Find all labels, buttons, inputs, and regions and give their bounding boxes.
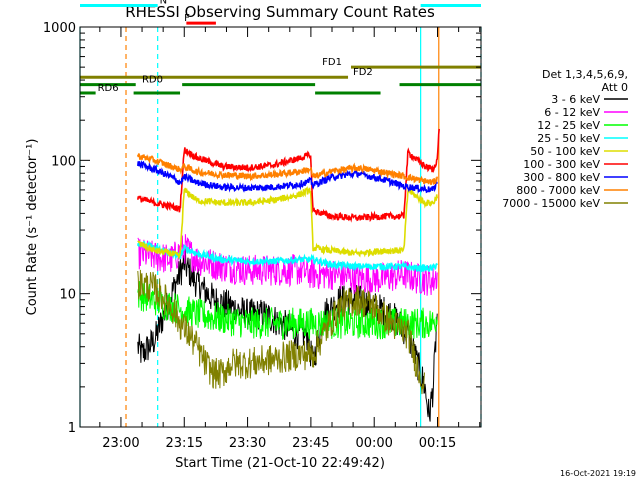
legend-entry-label: 3 - 6 keV [551,93,600,106]
x-tick-label: 23:00 [102,436,139,451]
legend-entry-label: 25 - 50 keV [537,132,600,145]
chart-title: RHESSI Observing Summary Count Rates [125,3,435,21]
legend-entry-label: 800 - 7000 keV [516,184,600,197]
flag-label: RD6 [98,83,119,94]
legend-header: Att 0 [602,81,628,94]
series-line [137,128,440,223]
flag-label: FD1 [322,57,342,68]
legend-entry-label: 50 - 100 keV [530,145,600,158]
series-line [137,234,438,296]
series-line [137,186,438,260]
flag-label: F [184,13,190,24]
flag-label: N [160,0,167,6]
legend-header: Det 1,3,4,5,6,9, [542,68,628,81]
legend-entry-label: 300 - 800 keV [523,171,600,184]
flag-label: RD0 [142,75,163,86]
series-line [137,240,438,273]
y-tick-label: 1000 [43,21,76,36]
flag-bars: SNFFD1FD2RD0RD6 [80,0,481,95]
footer-timestamp: 16-Oct-2021 19:19 [560,469,636,478]
series-line [137,160,438,194]
legend-entry-label: 100 - 300 keV [523,158,600,171]
legend-entry-label: 6 - 12 keV [544,106,600,119]
data-series [137,128,440,422]
x-tick-label: 00:00 [355,436,392,451]
plot-frame [79,26,482,428]
x-axis-label: Start Time (21-Oct-10 22:49:42) [175,456,385,471]
x-tick-label: 23:15 [166,436,203,451]
y-axis-label: Count Rate (s⁻¹ detector⁻¹) [25,139,40,316]
series-line [137,281,438,341]
legend-entry-label: 7000 - 15000 keV [502,197,600,210]
y-tick-label: 10 [59,288,76,303]
y-tick-label: 100 [51,154,76,169]
y-tick-label: 1 [68,421,76,436]
x-tick-label: 23:30 [229,436,266,451]
x-tick-label: 23:45 [292,436,329,451]
legend-entry-label: 12 - 25 keV [537,119,600,132]
x-tick-label: 00:15 [419,436,456,451]
series-line [137,153,438,185]
axes: 1 10 100 1000 23:00 23:15 23:30 23:45 00:00 00:15 [43,21,481,451]
flag-label: FD2 [353,67,373,78]
series-line [137,269,425,395]
